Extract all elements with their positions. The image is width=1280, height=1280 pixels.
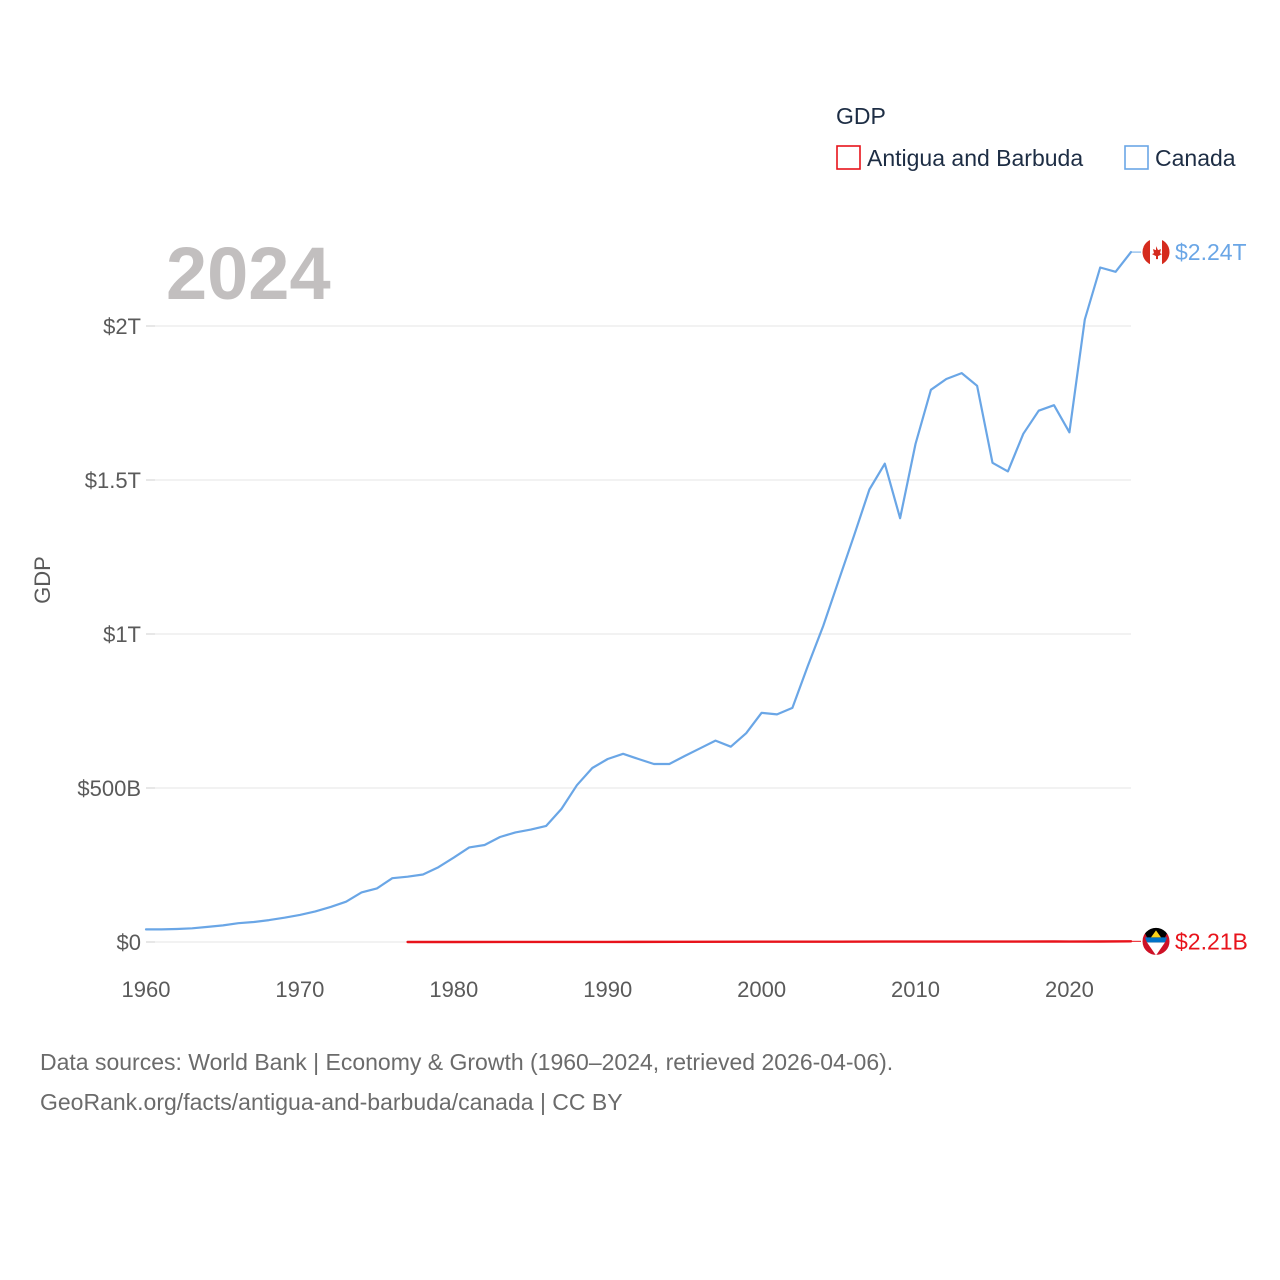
x-tick-label: 2010 [891,977,940,1002]
end-value-label: $2.21B [1175,928,1248,954]
y-axis-title: GDP [30,556,55,604]
x-tick-label: 2000 [737,977,786,1002]
series-line-canada[interactable] [144,251,1133,931]
antigua-and-barbuda-flag-icon [1141,926,1171,956]
y-tick-label: $2T [103,314,141,339]
end-value-label: $2.24T [1175,239,1247,265]
x-tick-label: 2020 [1045,977,1094,1002]
legend-swatch-antigua-and-barbuda [836,145,861,170]
series-layer [144,251,1133,944]
legend: GDP Antigua and Barbuda Canada [836,103,1236,171]
y-tick-label: $1.5T [85,468,141,493]
x-tick-label: 1980 [429,977,478,1002]
legend-title: GDP [836,103,886,129]
data-sources-note: Data sources: World Bank | Economy & Gro… [40,1049,894,1075]
chart-footer: Data sources: World Bank | Economy & Gro… [40,1042,1240,1122]
source-link[interactable]: GeoRank.org/facts/antigua-and-barbuda/ca… [40,1089,623,1115]
legend-label-antigua-and-barbuda: Antigua and Barbuda [867,145,1083,171]
x-tick-label: 1970 [275,977,324,1002]
x-tick-label: 1960 [122,977,171,1002]
legend-item-antigua-and-barbuda[interactable]: Antigua and Barbuda [836,145,1083,171]
legend-item-canada[interactable]: Canada [1124,145,1236,171]
y-axis-ticks: $0 $500B $1T $1.5T $2T [77,314,141,955]
y-tick-label: $500B [77,776,141,801]
legend-label-canada: Canada [1155,145,1236,171]
y-tick-label: $0 [117,930,141,955]
x-tick-label: 1990 [583,977,632,1002]
legend-swatch-canada [1124,145,1149,170]
y-tick-label: $1T [103,622,141,647]
year-overlay-label: 2024 [166,232,331,315]
series-line-antigua-and-barbuda[interactable] [406,940,1133,944]
end-markers: $2.21B $2.24T [1131,237,1248,956]
x-axis-ticks: 1960 1970 1980 1990 2000 2010 2020 [122,977,1094,1002]
canada-flag-icon [1141,237,1171,267]
